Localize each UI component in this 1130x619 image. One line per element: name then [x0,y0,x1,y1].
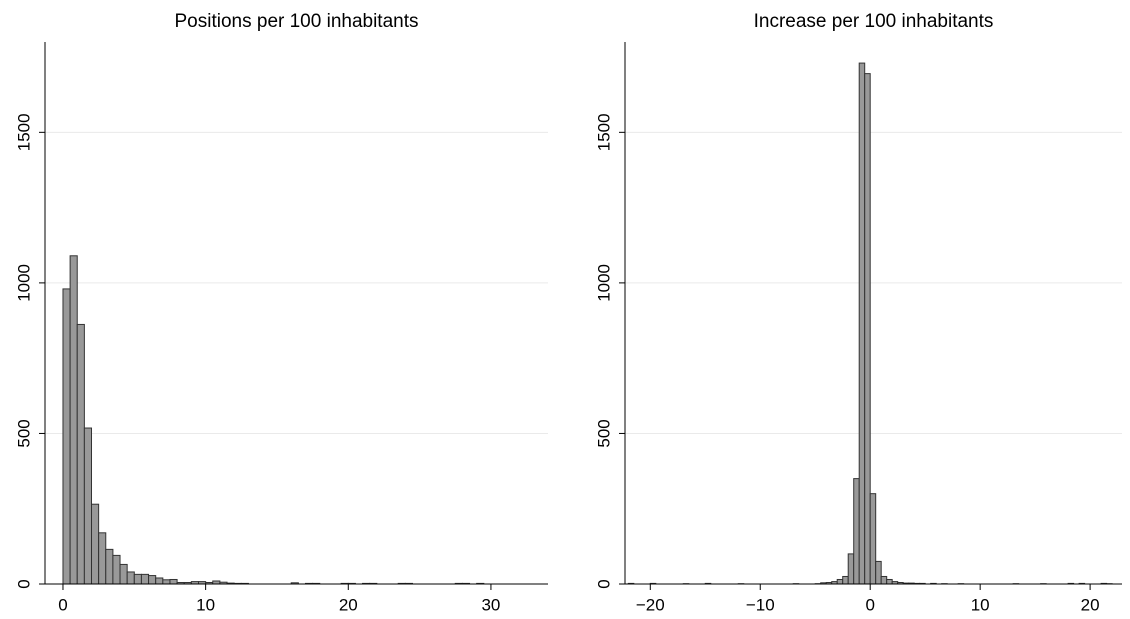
bar [69,255,78,585]
bar [62,288,71,585]
chart-title: Positions per 100 inhabitants [175,11,419,32]
bar [76,323,85,585]
bar [126,571,135,585]
x-tick-label: 20 [1081,595,1100,614]
bar [98,532,107,585]
bar [119,563,128,585]
x-tick-label: 0 [58,595,67,614]
bar [112,554,121,585]
bar [869,493,877,585]
bar [847,553,855,585]
bar [83,427,93,585]
bar [880,575,888,585]
bar [864,73,871,585]
bar [148,575,157,585]
x-tick-label: −20 [636,595,665,614]
x-tick-label: −10 [746,595,775,614]
bar [91,503,100,585]
y-tick-label: 500 [14,419,33,447]
y-tick-label: 1000 [14,264,33,302]
bar [169,578,178,585]
bar [842,575,849,585]
bar [858,62,866,585]
y-tick-label: 0 [594,579,613,588]
y-tick-label: 1500 [14,113,33,151]
bar [105,548,114,585]
x-tick-label: 10 [971,595,990,614]
y-tick-label: 1500 [594,113,613,151]
bar [836,578,844,585]
y-tick-label: 1000 [594,264,613,302]
y-tick-label: 500 [594,419,613,447]
chart-title: Increase per 100 inhabitants [754,11,994,32]
bar [140,573,150,585]
x-tick-label: 10 [196,595,215,614]
y-tick-label: 0 [14,579,33,588]
bar [133,573,142,585]
bar [853,478,860,585]
bar [155,577,164,585]
x-tick-label: 20 [339,595,358,614]
bar [886,578,893,585]
bar [162,579,171,585]
x-tick-label: 0 [865,595,874,614]
x-tick-label: 30 [481,595,500,614]
bar [875,560,882,585]
